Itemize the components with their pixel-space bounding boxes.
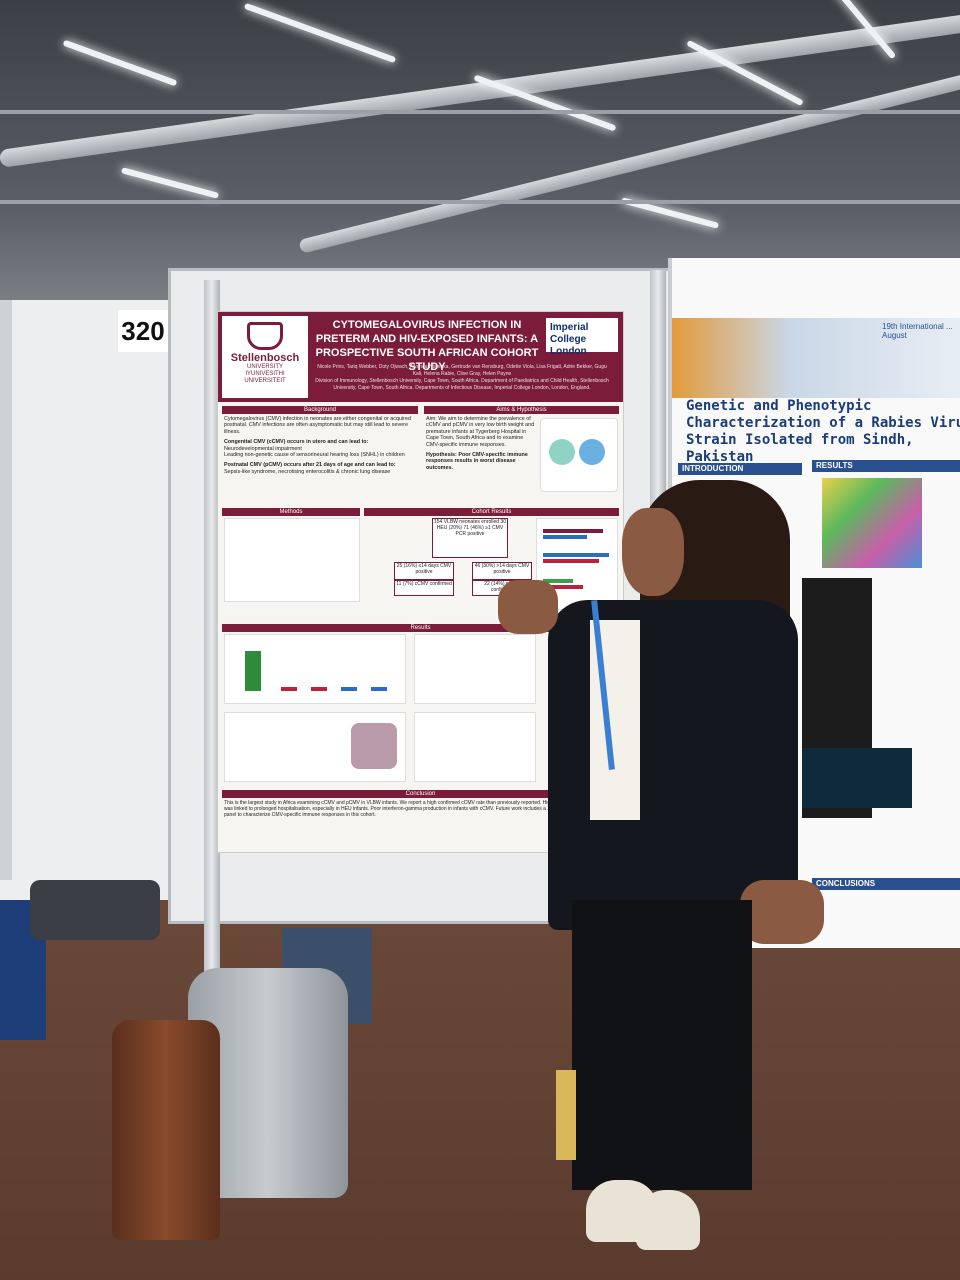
stellenbosch-sub: UNIVERSITY IYUNIVESITHI UNIVERSITEIT — [244, 364, 286, 384]
congenital-heading: Congenital CMV (cCMV) occurs in utero an… — [224, 439, 369, 446]
section-aims: Aims & Hypothesis — [424, 406, 619, 414]
conclusion-text: This is the largest study in Africa exam… — [224, 800, 611, 818]
presenter-trousers — [572, 900, 752, 1190]
results-bar — [371, 687, 387, 691]
stellenbosch-crest-icon — [247, 322, 283, 350]
cohort-bar — [543, 579, 573, 583]
methods-diagram — [224, 518, 360, 602]
stellenbosch-name: Stellenbosch — [230, 352, 300, 364]
section-cohort: Cohort Results — [364, 508, 619, 516]
postnatal-item: Sepsis-like syndrome, necrotising entero… — [224, 468, 391, 475]
presenter-face — [622, 508, 684, 596]
cohort-bar — [543, 529, 603, 533]
hypothesis-text: Hypothesis: Poor CMV-specific immune res… — [426, 452, 528, 471]
presenter-left-hand — [498, 580, 558, 634]
presenter-right-hand — [740, 880, 824, 944]
neighbor-conclusions: CONCLUSIONS — [812, 878, 960, 890]
cohort-bar — [543, 559, 599, 563]
ceiling — [0, 0, 960, 300]
results-scatter — [414, 634, 536, 704]
poster-authors: Nicole Prins, Tariq Webber, Doty Ojwach,… — [312, 364, 612, 392]
ceiling-beam — [0, 200, 960, 204]
ceiling-beam — [0, 110, 960, 114]
section-methods: Methods — [222, 508, 360, 516]
dark-bag — [30, 880, 160, 940]
background-text: Cytomegalovirus (CMV) infection in neona… — [224, 416, 418, 475]
board-number: 320 — [118, 310, 168, 352]
t-cell-icon — [549, 439, 575, 465]
results-bar — [311, 687, 327, 691]
results-elispot-chart — [224, 712, 406, 782]
neighbor-poster-banner — [672, 318, 960, 398]
results-bar-chart — [224, 634, 406, 704]
background-intro: Cytomegalovirus (CMV) infection in neona… — [224, 416, 411, 435]
congenital-item: Leading non-genetic cause of sensorineur… — [224, 452, 405, 459]
neighbor-poster-title: Genetic and Phenotypic Characterization … — [686, 398, 960, 465]
ceiling-pipe — [0, 13, 960, 168]
aims-diagram — [540, 418, 618, 492]
aim-text: Aim: We aim to determine the prevalence … — [426, 416, 535, 448]
elispot-wells — [351, 723, 397, 769]
postnatal-heading: Postnatal CMV (pCMV) occurs after 21 day… — [224, 462, 396, 469]
stellenbosch-logo: Stellenbosch UNIVERSITY IYUNIVESITHI UNI… — [222, 316, 308, 398]
poster-header: Stellenbosch UNIVERSITY IYUNIVESITHI UNI… — [218, 312, 623, 402]
cohort-bar — [543, 585, 583, 589]
section-conclusion: Conclusion — [222, 790, 619, 798]
presenter-blazer — [548, 600, 798, 930]
presenter-shoe-right — [636, 1190, 700, 1250]
neighbor-results: RESULTS — [812, 460, 960, 472]
section-results: Results — [222, 624, 619, 632]
poster-title: CYTOMEGALOVIRUS INFECTION IN PRETERM AND… — [315, 319, 539, 373]
imperial-logo: Imperial College London — [546, 318, 618, 357]
results-bar — [281, 687, 297, 691]
neighbor-introduction: INTRODUCTION — [678, 463, 802, 475]
neighbor-map — [822, 478, 922, 568]
left-board-edge — [0, 300, 12, 880]
section-background: Background — [222, 406, 418, 414]
antigen-cell-icon — [579, 439, 605, 465]
cohort-bar — [543, 535, 587, 539]
affiliations: Division of Immunology, Stellenbosch Uni… — [315, 378, 609, 391]
results-bar — [245, 651, 261, 691]
authors-list: Nicole Prins, Tariq Webber, Doty Ojwach,… — [317, 364, 607, 377]
cohort-box-main: 154 VLBW neonates enrolled 30 HEU (20%) … — [432, 518, 508, 558]
neighbor-header-note: 19th International ... August — [882, 322, 953, 340]
neighbor-fluorescence-panel — [802, 748, 912, 808]
ceiling-light — [243, 2, 397, 64]
cohort-bar — [543, 553, 609, 557]
poster-tube — [556, 1070, 576, 1160]
brown-bag — [112, 1020, 220, 1240]
cohort-box-left: 25 (16%) ≤14 days CMV positive — [394, 562, 454, 580]
ceiling-light — [120, 167, 220, 199]
ceiling-light — [62, 39, 178, 87]
congenital-item: Neurodevelopmental impairment — [224, 445, 302, 452]
aims-text: Aim: We aim to determine the prevalence … — [426, 416, 536, 471]
results-line-chart — [414, 712, 536, 782]
cohort-box-right: 46 (30%) >14 days CMV positive — [472, 562, 532, 580]
cohort-box-left2: 11 (7%) cCMV confirmed — [394, 580, 454, 596]
results-bar — [341, 687, 357, 691]
